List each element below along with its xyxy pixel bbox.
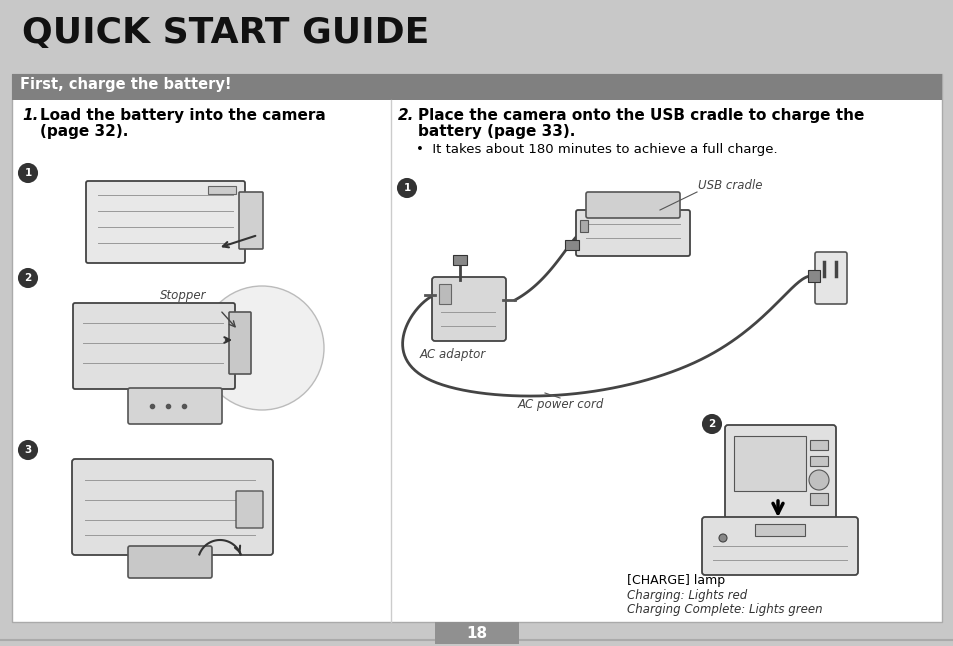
Text: 2.: 2. — [397, 108, 414, 123]
Bar — [435, 622, 518, 644]
Text: 2: 2 — [25, 273, 31, 283]
FancyBboxPatch shape — [576, 210, 689, 256]
FancyBboxPatch shape — [585, 192, 679, 218]
Text: Charging Complete: Lights green: Charging Complete: Lights green — [626, 603, 821, 616]
Text: [CHARGE] lamp: [CHARGE] lamp — [626, 574, 724, 587]
Text: 1.: 1. — [22, 108, 38, 123]
Bar — [0, 66, 953, 74]
Text: •  It takes about 180 minutes to achieve a full charge.: • It takes about 180 minutes to achieve … — [416, 143, 777, 156]
Text: Load the battery into the camera: Load the battery into the camera — [40, 108, 325, 123]
FancyBboxPatch shape — [128, 546, 212, 578]
Circle shape — [19, 441, 37, 459]
Bar — [809, 493, 827, 505]
Circle shape — [19, 164, 37, 182]
Bar — [754, 524, 804, 536]
Bar — [438, 284, 451, 304]
Text: USB cradle: USB cradle — [698, 179, 761, 192]
Text: 1: 1 — [403, 183, 410, 193]
FancyBboxPatch shape — [814, 252, 846, 304]
FancyBboxPatch shape — [71, 459, 273, 555]
Text: QUICK START GUIDE: QUICK START GUIDE — [22, 16, 429, 50]
FancyBboxPatch shape — [432, 277, 505, 341]
Bar — [0, 0, 953, 66]
Bar — [807, 270, 820, 282]
Bar — [733, 436, 805, 491]
FancyBboxPatch shape — [86, 181, 245, 263]
Text: 1: 1 — [25, 168, 31, 178]
Bar — [809, 440, 827, 450]
Bar — [12, 74, 941, 622]
Bar — [564, 240, 578, 250]
Text: (page 32).: (page 32). — [40, 124, 129, 139]
Circle shape — [808, 470, 828, 490]
Circle shape — [397, 179, 416, 197]
Text: First, charge the battery!: First, charge the battery! — [20, 77, 232, 92]
FancyBboxPatch shape — [701, 517, 857, 575]
Text: AC power cord: AC power cord — [517, 398, 604, 411]
Text: AC adaptor: AC adaptor — [419, 348, 486, 361]
Circle shape — [702, 415, 720, 433]
FancyBboxPatch shape — [235, 491, 263, 528]
Circle shape — [719, 534, 726, 542]
Text: 18: 18 — [466, 625, 487, 640]
FancyBboxPatch shape — [724, 425, 835, 519]
Bar — [453, 255, 467, 265]
Text: Stopper: Stopper — [160, 289, 206, 302]
Bar — [12, 74, 941, 100]
FancyBboxPatch shape — [229, 312, 251, 374]
Bar — [208, 186, 235, 194]
Text: 3: 3 — [25, 445, 31, 455]
Text: Charging: Lights red: Charging: Lights red — [626, 589, 746, 602]
Bar — [809, 456, 827, 466]
Text: 2: 2 — [708, 419, 715, 429]
Text: Place the camera onto the USB cradle to charge the: Place the camera onto the USB cradle to … — [417, 108, 863, 123]
FancyBboxPatch shape — [73, 303, 234, 389]
Text: battery (page 33).: battery (page 33). — [417, 124, 575, 139]
Circle shape — [200, 286, 324, 410]
Bar — [579, 220, 587, 232]
Circle shape — [19, 269, 37, 287]
FancyBboxPatch shape — [239, 192, 263, 249]
FancyBboxPatch shape — [128, 388, 222, 424]
